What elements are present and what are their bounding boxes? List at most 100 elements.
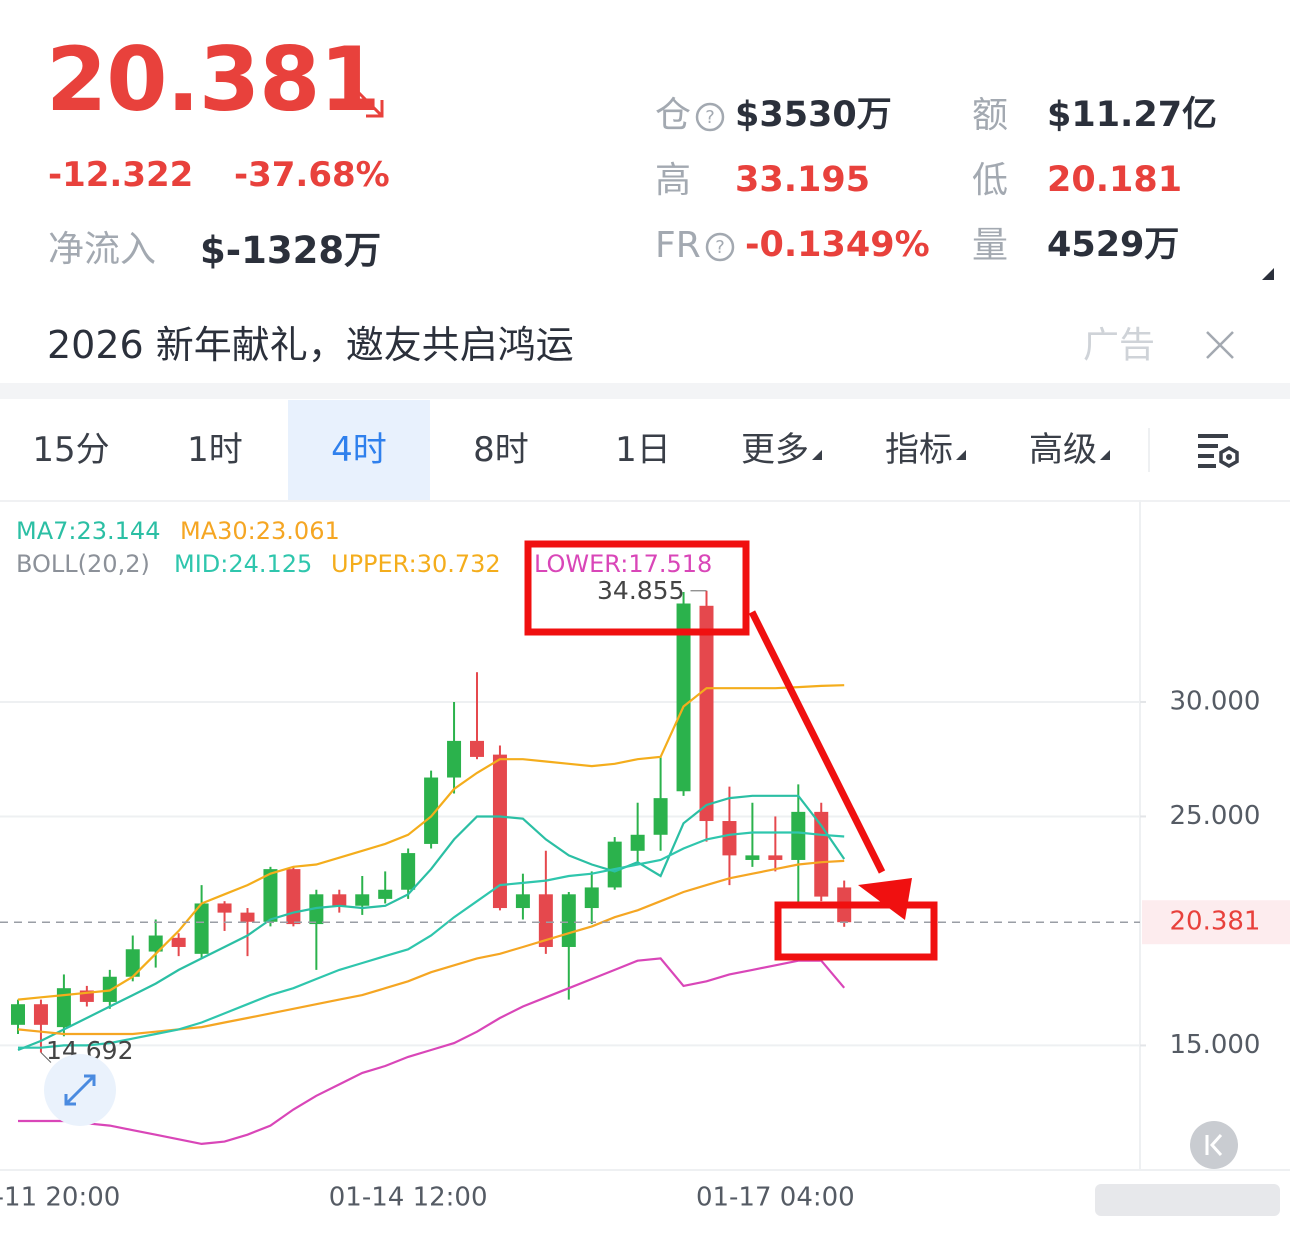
fullscreen-icon bbox=[64, 1074, 96, 1106]
tab-label: 高级 bbox=[1029, 430, 1097, 470]
candle-body bbox=[56, 988, 71, 1028]
tab-label: 1日 bbox=[615, 430, 671, 470]
settings-icon[interactable] bbox=[1196, 432, 1242, 472]
candle-body bbox=[768, 855, 783, 860]
candle-body bbox=[424, 777, 439, 844]
stat-value: $11.27亿 bbox=[1047, 95, 1218, 135]
ad-label: 广告 bbox=[1083, 325, 1156, 366]
candle-body bbox=[355, 894, 370, 906]
candle-body bbox=[791, 811, 806, 860]
candle-body bbox=[584, 887, 599, 909]
candle-body bbox=[79, 990, 94, 1002]
tab[interactable]: 高级 bbox=[1000, 400, 1140, 500]
down-arrow-icon bbox=[356, 90, 384, 118]
candle-body bbox=[332, 894, 347, 906]
info-icon[interactable]: ? bbox=[704, 231, 736, 263]
chart: 15.000 25.000 30.000 01-11 20:00 01-14 12:00… bbox=[0, 500, 1290, 1216]
divider bbox=[1148, 428, 1150, 472]
x-tick-label: 01-17 04:00 bbox=[696, 1183, 855, 1213]
tab[interactable]: 4时 bbox=[288, 400, 430, 500]
candle-body bbox=[378, 889, 393, 899]
stat-label: 额 bbox=[972, 95, 1009, 136]
dropdown-triangle bbox=[1100, 450, 1110, 460]
candle-body bbox=[607, 841, 622, 888]
indicator-line bbox=[17, 859, 845, 1036]
candle-body bbox=[653, 798, 668, 835]
candle-body bbox=[148, 935, 163, 952]
stat-label: 仓 bbox=[655, 95, 692, 136]
watermark bbox=[1095, 1184, 1280, 1216]
info-icon[interactable]: ? bbox=[694, 101, 726, 133]
candle-body bbox=[217, 903, 232, 913]
annotation-arrow bbox=[748, 610, 886, 874]
stat-value: -0.1349% bbox=[745, 225, 930, 265]
candle-body bbox=[171, 937, 186, 947]
stat-label: 低 bbox=[972, 160, 1009, 201]
candle-body bbox=[309, 894, 324, 925]
tab-label: 4时 bbox=[331, 430, 387, 470]
candle-body bbox=[699, 605, 714, 822]
tab[interactable]: 8时 bbox=[430, 400, 572, 500]
indicator-line bbox=[18, 831, 845, 1049]
candle-body bbox=[722, 821, 737, 856]
candle-body bbox=[11, 1004, 25, 1025]
legend-label: BOLL(20,2) bbox=[16, 550, 150, 578]
candle-body bbox=[492, 754, 507, 909]
expand-triangle[interactable] bbox=[1260, 266, 1276, 282]
candle-body bbox=[538, 894, 553, 947]
candle-body bbox=[745, 855, 760, 860]
change: -12.322 bbox=[48, 155, 194, 195]
net-inflow: $-1328万 bbox=[200, 229, 382, 272]
legend-item: MID:24.125 bbox=[174, 550, 312, 578]
candle-body bbox=[194, 903, 209, 954]
price: 20.381 bbox=[46, 28, 381, 131]
tab[interactable]: 1日 bbox=[572, 400, 714, 500]
dropdown-triangle bbox=[812, 450, 822, 460]
annotation-box bbox=[524, 540, 750, 636]
price-tag bbox=[1142, 900, 1290, 945]
candle-body bbox=[125, 949, 140, 977]
tab-label: 8时 bbox=[473, 430, 529, 470]
candle-body bbox=[401, 853, 416, 890]
dropdown-triangle bbox=[956, 450, 966, 460]
separator bbox=[0, 383, 1290, 399]
x-tick-label: 01-14 12:00 bbox=[329, 1183, 488, 1213]
stat-value: 4529万 bbox=[1047, 225, 1180, 265]
tab[interactable]: 更多 bbox=[712, 400, 852, 500]
tab-label: 更多 bbox=[741, 430, 809, 470]
reset-icon bbox=[1205, 1133, 1223, 1157]
tab-label: 指标 bbox=[885, 430, 953, 470]
tab[interactable]: 1时 bbox=[144, 400, 286, 500]
svg-text:?: ? bbox=[705, 107, 715, 128]
y-tick-label: 30.000 bbox=[1170, 686, 1261, 716]
candle-body bbox=[286, 869, 301, 925]
divider bbox=[0, 500, 1290, 502]
legend-item: MA7:23.144 bbox=[16, 517, 160, 545]
stat-label: FR bbox=[655, 225, 701, 266]
annotation-arrowhead bbox=[858, 878, 912, 920]
stat-value: $3530万 bbox=[735, 95, 892, 135]
legend-item: UPPER:30.732 bbox=[331, 550, 501, 578]
stat-label: 高 bbox=[655, 160, 692, 201]
net-inflow-label: 净流入 bbox=[48, 229, 157, 270]
annotation-box bbox=[774, 901, 938, 961]
close-icon[interactable] bbox=[1204, 329, 1236, 361]
tab[interactable]: 指标 bbox=[856, 400, 996, 500]
tab[interactable]: 15分 bbox=[0, 400, 142, 500]
stat-label: 量 bbox=[972, 225, 1009, 266]
tab-label: 1时 bbox=[187, 430, 243, 470]
candle-body bbox=[447, 740, 462, 778]
candle-body bbox=[240, 912, 255, 922]
candle-body bbox=[470, 740, 484, 757]
svg-text:?: ? bbox=[715, 237, 725, 258]
change-pct: -37.68% bbox=[234, 155, 390, 195]
y-tick-label: 15.000 bbox=[1170, 1030, 1261, 1060]
banner-text[interactable]: 2026 新年献礼，邀友共启鸿运 bbox=[47, 323, 574, 367]
candle-body bbox=[33, 1004, 48, 1025]
min-leader bbox=[40, 1052, 52, 1063]
y-tick-label: 25.000 bbox=[1170, 801, 1261, 831]
candle-body bbox=[515, 894, 530, 909]
max-label: 34.855 bbox=[597, 576, 684, 605]
candle-body bbox=[561, 894, 576, 947]
